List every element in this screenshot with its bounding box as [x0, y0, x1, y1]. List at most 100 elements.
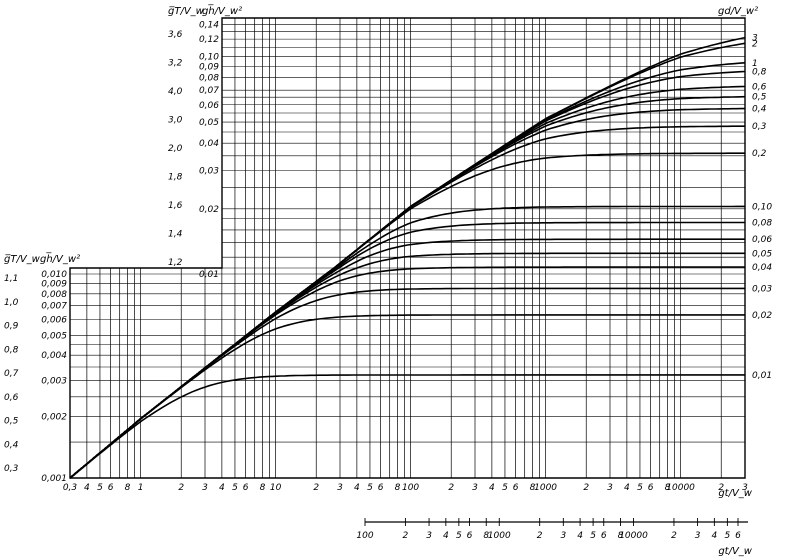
x-tick-label: 100	[402, 483, 419, 493]
x-tick-label: 5	[637, 483, 643, 493]
x-tick-label: 2	[583, 483, 589, 493]
y-h-tick-label: 0,001	[41, 474, 67, 484]
x2-tick-label: 5	[456, 531, 462, 541]
x-tick-label: 4	[219, 483, 225, 493]
curve-label: 0,6	[752, 82, 767, 92]
curve-line	[69, 70, 746, 479]
x2-tick-label: 5	[725, 531, 731, 541]
y-T-tick-label: 0,6	[4, 393, 19, 403]
y-h-tick-label: 0,008	[41, 290, 67, 300]
x-tick-label: 3	[337, 483, 343, 493]
x-tick-label: 10000	[666, 483, 695, 493]
curves	[69, 36, 746, 479]
x2-tick-label: 10000	[619, 531, 648, 541]
right-axis-title: gd/V_w²	[718, 6, 758, 17]
y-T-tick-label: 0,5	[4, 417, 19, 427]
tick-labels: 3210,80,60,50,40,30,20,100,080,060,050,0…	[4, 21, 772, 541]
y-h-tick-label: 0,009	[41, 279, 67, 289]
y-T-tick-label: 0,9	[4, 322, 19, 332]
x-tick-label: 3	[607, 483, 613, 493]
y-T-tick-label: 1,2	[168, 258, 183, 268]
curve-label: 0,4	[752, 105, 767, 115]
y-h-tick-label: 0,02	[199, 205, 219, 215]
x-tick-label: 2	[718, 483, 724, 493]
curve-label: 2	[752, 39, 758, 49]
curve-label: 0,8	[752, 68, 767, 78]
y-upper-title-T: g̅T/V_w	[168, 6, 205, 17]
x2-tick-label: 4	[711, 531, 717, 541]
y-T-tick-label: 1,1	[4, 274, 18, 284]
curve-line	[69, 252, 745, 479]
curve-line	[69, 314, 745, 479]
y-T-tick-label: 0,3	[4, 464, 19, 474]
y-T-tick-label: 1,6	[168, 201, 183, 211]
y-h-tick-label: 0,003	[41, 377, 67, 387]
x-tick-label: 4	[84, 483, 90, 493]
axis-titles: g̅T/V_w gh̅/V_w²g̅T/V_wgh̅/V_w² gd/V_w²gt/…	[4, 4, 758, 557]
x-tick-label: 1	[138, 483, 144, 493]
curve-label: 0,05	[752, 249, 772, 259]
y-T-tick-label: 0,4	[4, 440, 19, 450]
x2-tick-label: 5	[590, 531, 596, 541]
curve-label: 0,06	[752, 235, 772, 245]
y-T-tick-label: 3,2	[168, 59, 183, 69]
x-tick-label: 6	[648, 483, 654, 493]
x-tick-label: 0,3	[63, 483, 78, 493]
curve-line	[69, 374, 745, 479]
y-h-tick-label: 0,06	[199, 101, 219, 111]
x2-tick-label: 4	[577, 531, 583, 541]
y-T-tick-label: 1,0	[4, 298, 19, 308]
y-T-tick-label: 3,0	[168, 116, 183, 126]
x-tick-label: 3	[742, 483, 748, 493]
x-tick-label: 8	[395, 483, 401, 493]
y-h-tick-label: 0,004	[41, 351, 67, 361]
x-tick-label: 5	[232, 483, 238, 493]
y-h-tick-label: 0,07	[199, 86, 219, 96]
x-tick-label: 2	[178, 483, 184, 493]
curve-label: 0,08	[752, 219, 772, 229]
x2-tick-label: 6	[601, 531, 607, 541]
x-tick-label: 1000	[534, 483, 557, 493]
curve-line	[69, 266, 745, 479]
curve-label: 0,04	[752, 263, 772, 273]
y-T-tick-label: 0,8	[4, 345, 19, 355]
x2-tick-label: 3	[695, 531, 701, 541]
x2-tick-label: 8	[618, 531, 624, 541]
x2-tick-label: 6	[735, 531, 741, 541]
y-h-tick-label: 0,007	[41, 302, 67, 312]
x2-tick-label: 2	[403, 531, 409, 541]
y-h-tick-label: 0,10	[199, 52, 219, 62]
x-tick-label: 8	[125, 483, 131, 493]
curve-label: 0,03	[752, 284, 772, 294]
curve-label: 1	[752, 59, 758, 69]
x2-tick-label: 2	[671, 531, 677, 541]
x-tick-label: 10	[270, 483, 282, 493]
curve-label: 0,01	[752, 371, 772, 381]
x-tick-label: 8	[665, 483, 671, 493]
curve-line	[69, 287, 745, 479]
x-axis-title: gt/V_w	[718, 488, 752, 499]
curve-label: 0,2	[752, 149, 767, 159]
y-h-tick-label: 0,05	[199, 118, 219, 128]
x2-axis-title: gt/V_w	[718, 546, 752, 557]
curve-line	[69, 107, 745, 479]
x2-tick-label: 3	[426, 531, 432, 541]
x-tick-label: 6	[108, 483, 114, 493]
x-tick-label: 5	[367, 483, 373, 493]
x-tick-label: 6	[513, 483, 519, 493]
x2-tick-label: 6	[467, 531, 473, 541]
curve-label: 0,5	[752, 93, 767, 103]
y-h-tick-label: 0,12	[199, 35, 219, 45]
y-lower-title-h: gh̅/V_w²	[40, 252, 80, 265]
x-tick-label: 6	[378, 483, 384, 493]
x2-tick-label: 2	[537, 531, 543, 541]
x-tick-label: 5	[97, 483, 103, 493]
y-T-tick-label: 3,6	[168, 30, 183, 40]
y-h-tick-label: 0,005	[41, 331, 67, 341]
x2-tick-label: 8	[483, 531, 489, 541]
x-tick-label: 8	[530, 483, 536, 493]
y-h-tick-label: 0,08	[199, 74, 219, 84]
x2-tick-label: 100	[356, 531, 373, 541]
x-tick-label: 4	[624, 483, 630, 493]
